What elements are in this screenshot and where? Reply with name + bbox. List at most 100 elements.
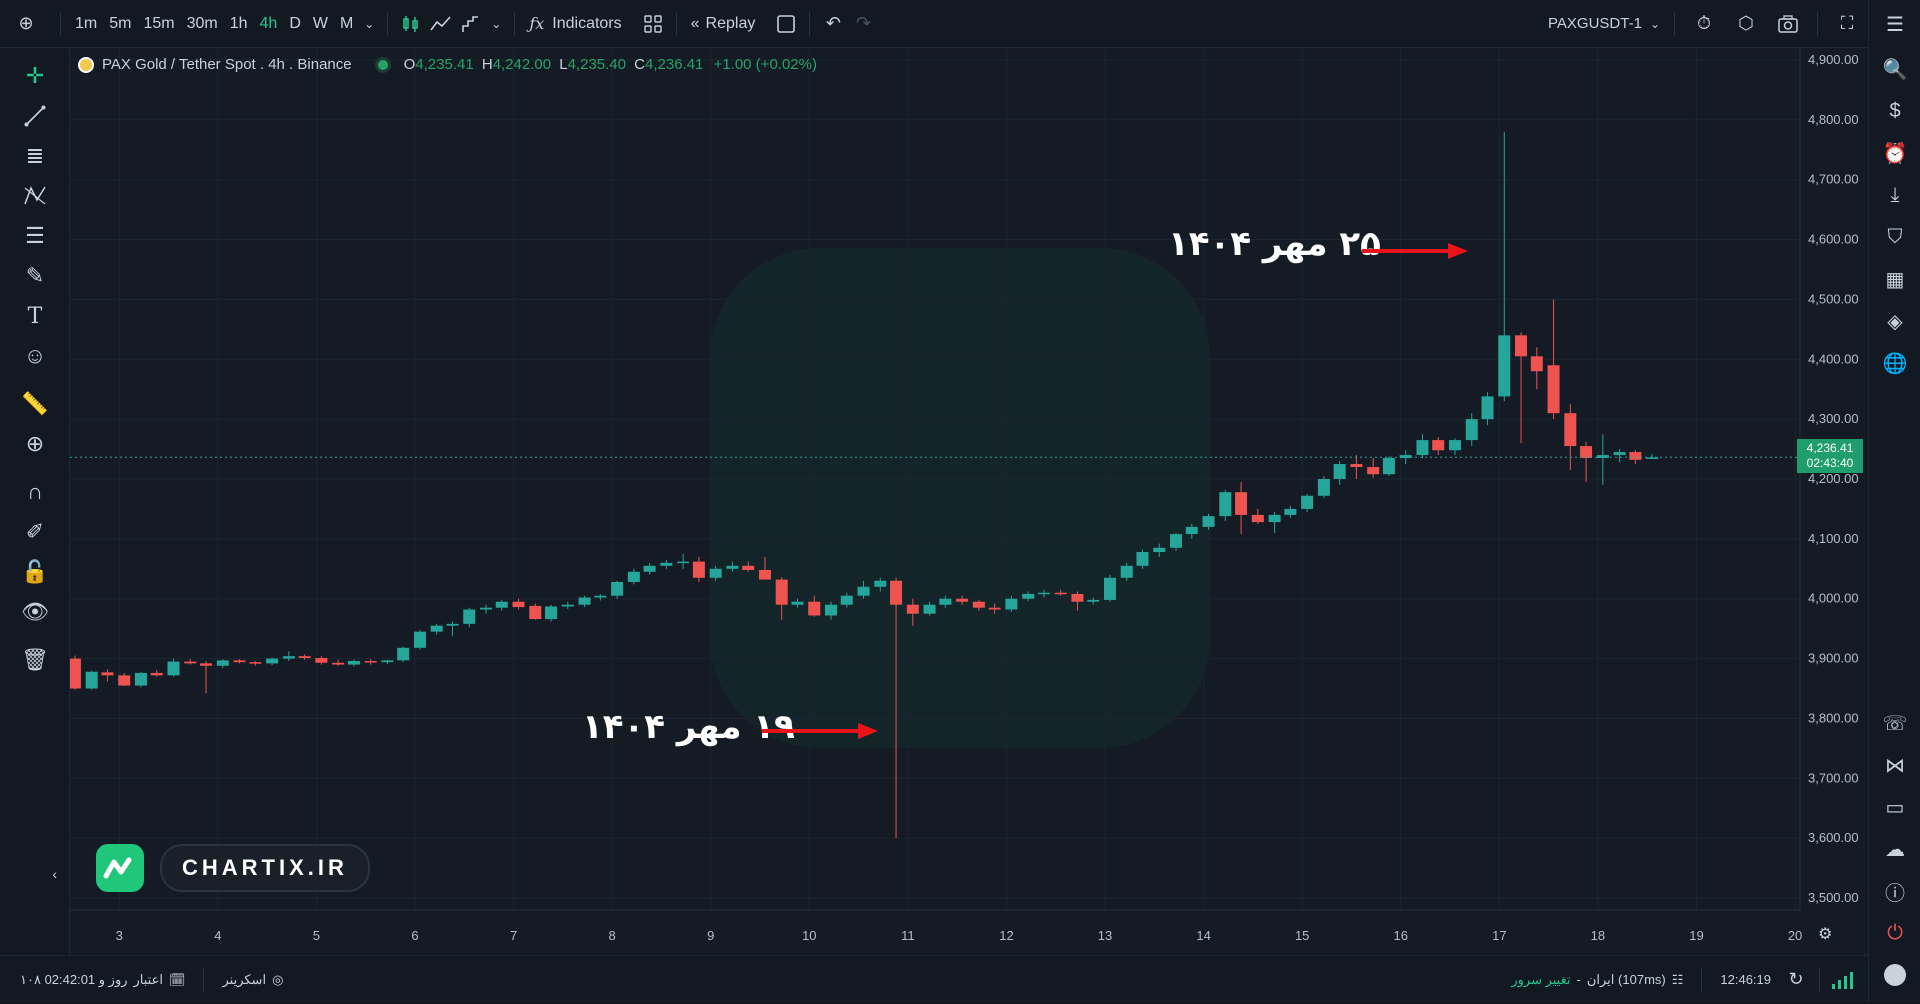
credit-status[interactable]: ۱۰۸ روز و 02:42:01 اعتبار 🗓: [10, 972, 195, 988]
timeframe-1m[interactable]: 1m: [75, 14, 98, 32]
drawing-toolbar: ✛ ≣ ☰ ✎ T ☺ 📏 ⊕ ∩ ✐ 🔓 👁 🗑 ‹: [0, 48, 70, 955]
layers-icon[interactable]: ◈: [1887, 310, 1903, 333]
chevron-down-icon[interactable]: ⌄: [364, 16, 375, 31]
timeframe-M[interactable]: M: [339, 14, 354, 32]
server-change-button[interactable]: تغییر سرور - ایران (107ms) ☷: [1501, 972, 1693, 988]
candle-body: [1580, 446, 1593, 459]
timeframe-1h[interactable]: 1h: [229, 14, 248, 32]
candle: [1153, 543, 1166, 557]
search-chart-icon[interactable]: 🔍: [1882, 58, 1908, 81]
menu-icon[interactable]: ☰: [1886, 13, 1904, 36]
cloud-icon[interactable]: ☁: [1885, 838, 1905, 861]
candle-body: [578, 597, 591, 605]
share-icon[interactable]: ⋈: [1885, 754, 1905, 777]
candle-body: [1087, 599, 1100, 602]
time-axis-settings-icon[interactable]: ⚙: [1818, 926, 1833, 943]
trash-icon[interactable]: 🗑: [21, 647, 49, 672]
alert-icon[interactable]: ⏱: [1696, 13, 1712, 33]
candle-body: [1350, 464, 1363, 468]
download-icon[interactable]: ⤓: [1890, 183, 1900, 206]
zoom-in-icon[interactable]: ⊕: [25, 431, 45, 456]
layout-grid-icon[interactable]: [638, 0, 668, 48]
symbol-selector[interactable]: PAXGUSDT-1 ⌄: [1542, 0, 1666, 48]
replay-button[interactable]: « Replay: [685, 0, 762, 48]
candle-body: [627, 571, 640, 582]
avatar[interactable]: [1869, 954, 1920, 996]
settings-hexagon-icon[interactable]: ⬡: [1738, 13, 1754, 33]
candle: [1268, 511, 1281, 533]
candle: [660, 559, 673, 569]
price-chart[interactable]: 4,900.00 4,800.00 4,700.00 4,600.00 4,500.00…: [70, 48, 1868, 955]
calendar-icon[interactable]: ▦: [1885, 268, 1905, 291]
candle: [1350, 455, 1363, 479]
candle: [627, 568, 640, 585]
trend-line-icon[interactable]: [0, 96, 70, 136]
timeframe-15m[interactable]: 15m: [143, 14, 175, 32]
timeframe-5m[interactable]: 5m: [109, 14, 132, 32]
text-tool-icon[interactable]: T: [27, 303, 43, 329]
credit-value: ۱۰۸ روز و 02:42:01: [20, 971, 128, 987]
lock-drawing-icon[interactable]: ✐: [25, 519, 45, 544]
alarm-add-icon[interactable]: ⏰: [1882, 142, 1908, 165]
brush-icon[interactable]: ✎: [25, 263, 45, 288]
timeframe-4h[interactable]: 4h: [259, 14, 278, 32]
card-icon[interactable]: ▭: [1885, 796, 1905, 819]
pattern-tool-icon[interactable]: [0, 176, 70, 216]
camera-icon[interactable]: [1767, 0, 1809, 48]
candle-body: [643, 565, 656, 572]
screener-button[interactable]: اسکرینر ◎: [212, 972, 293, 988]
candle-body: [1005, 598, 1018, 610]
emoji-icon[interactable]: ☺: [23, 343, 47, 368]
divider: [1701, 967, 1703, 992]
time-axis: 3 4 5 6 7 8 9 10 11 12 13 14 15 16 17 18 19 20: [70, 909, 1868, 955]
candle-body: [1219, 492, 1232, 517]
refresh-icon[interactable]: ↻: [1788, 969, 1804, 989]
globe-icon[interactable]: 🌐: [1882, 352, 1908, 375]
bar-chart-type-icon[interactable]: [456, 0, 486, 48]
chart-area[interactable]: PAX Gold / Tether Spot . 4h . Binance O4…: [70, 48, 1868, 955]
undo-icon[interactable]: ↶: [825, 13, 841, 33]
signal-strength-icon: [1828, 956, 1858, 1004]
candle-body: [282, 656, 295, 659]
candle-body: [825, 604, 838, 616]
horizontal-lines-icon[interactable]: ≣: [25, 143, 45, 168]
indicators-button[interactable]: ƒx Indicators: [523, 0, 627, 48]
candles-chart-type-icon[interactable]: [396, 0, 426, 48]
redo-icon[interactable]: ↷: [855, 13, 871, 33]
magnet-icon[interactable]: ∩: [27, 479, 43, 504]
ruler-icon[interactable]: 📏: [21, 391, 49, 416]
price-tick-label: 4,000.00: [1808, 591, 1859, 606]
candle-body: [1547, 365, 1560, 414]
support-icon[interactable]: ☏: [1882, 712, 1908, 735]
time-tick-label: 5: [313, 928, 320, 943]
add-symbol-icon[interactable]: ⊕: [18, 13, 34, 33]
timeframe-D[interactable]: D: [289, 14, 301, 32]
candle-body: [874, 580, 887, 587]
line-chart-type-icon[interactable]: [426, 0, 456, 48]
timeframe-30m[interactable]: 30m: [186, 14, 218, 32]
info-icon[interactable]: ⓘ: [1885, 882, 1905, 905]
dollar-icon[interactable]: $: [1889, 99, 1901, 122]
fullscreen-icon[interactable]: ⛶: [1840, 13, 1854, 33]
candle: [1416, 434, 1429, 459]
square-icon[interactable]: [771, 0, 801, 48]
replay-label: Replay: [705, 14, 756, 32]
fib-tool-icon[interactable]: ☰: [25, 223, 45, 248]
candle-body: [692, 561, 705, 578]
candle-body: [184, 661, 197, 664]
candle-body: [594, 595, 607, 598]
candle: [923, 601, 936, 616]
unlock-icon[interactable]: 🔓: [21, 559, 49, 584]
collapse-arrow-icon[interactable]: ‹: [52, 866, 57, 882]
credit-label: اعتبار: [133, 971, 163, 987]
candle: [808, 595, 821, 617]
filter-icon[interactable]: ⛉: [1887, 225, 1903, 248]
power-icon[interactable]: ⏻: [1887, 921, 1903, 944]
candle: [825, 601, 838, 620]
time-tick-label: 17: [1492, 928, 1506, 943]
crosshair-icon[interactable]: ✛: [25, 63, 45, 88]
candle: [1498, 131, 1511, 402]
eye-icon[interactable]: 👁: [21, 599, 49, 624]
chevron-down-icon[interactable]: ⌄: [491, 16, 502, 31]
timeframe-W[interactable]: W: [312, 14, 328, 32]
